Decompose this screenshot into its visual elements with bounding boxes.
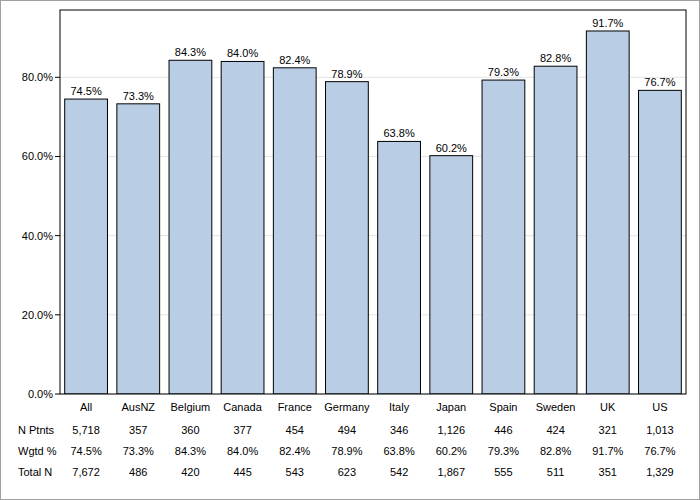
x-tick-label: Belgium: [171, 401, 211, 413]
x-tick-label: Japan: [436, 401, 466, 413]
table-cell: 623: [338, 466, 356, 478]
table-cell: 60.2%: [436, 445, 467, 457]
table-cell: 445: [233, 466, 251, 478]
tick-mark: [55, 77, 60, 78]
x-tick-label: US: [652, 401, 667, 413]
table-cell: 1,867: [437, 466, 465, 478]
table-cell: 82.4%: [279, 445, 310, 457]
data-label: 76.7%: [644, 76, 675, 88]
table-cell: 82.8%: [540, 445, 571, 457]
data-label: 63.8%: [383, 127, 414, 139]
data-label: 73.3%: [123, 90, 154, 102]
bar: [117, 104, 160, 394]
tick-mark: [55, 235, 60, 236]
bar: [65, 99, 108, 394]
x-tick-label: UK: [600, 401, 616, 413]
table-cell: 7,672: [72, 466, 100, 478]
x-tick-label: Sweden: [536, 401, 576, 413]
plot-frame: [60, 10, 686, 394]
table-cell: 424: [546, 424, 564, 436]
table-cell: 5,718: [72, 424, 100, 436]
table-row-label: Total N: [18, 466, 52, 478]
table-cell: 1,126: [437, 424, 465, 436]
table-cell: 555: [494, 466, 512, 478]
table-cell: 543: [286, 466, 304, 478]
table-cell: 486: [129, 466, 147, 478]
bar: [221, 61, 264, 394]
y-tick-label: 20.0%: [22, 309, 53, 321]
table-cell: 511: [547, 466, 565, 478]
table-cell: 1,329: [646, 466, 674, 478]
bar: [378, 141, 421, 394]
data-label: 60.2%: [436, 142, 467, 154]
table-cell: 74.5%: [70, 445, 101, 457]
table-cell: 494: [338, 424, 356, 436]
data-label: 74.5%: [70, 85, 101, 97]
x-tick-label: Germany: [324, 401, 370, 413]
table-cell: 377: [233, 424, 251, 436]
bar: [534, 66, 577, 394]
x-tick-label: Spain: [489, 401, 517, 413]
table-cell: 1,013: [646, 424, 674, 436]
x-tick-label: Canada: [223, 401, 262, 413]
tick-mark: [55, 156, 60, 157]
table-cell: 321: [599, 424, 617, 436]
tick-mark: [55, 394, 60, 395]
bar: [326, 82, 369, 394]
x-tick-label: AusNZ: [121, 401, 155, 413]
table-cell: 357: [129, 424, 147, 436]
table-cell: 346: [390, 424, 408, 436]
x-tick-label: All: [80, 401, 92, 413]
data-label: 84.3%: [175, 46, 206, 58]
bar: [639, 90, 682, 394]
table-row-label: Wgtd %: [18, 445, 57, 457]
data-label: 78.9%: [331, 68, 362, 80]
bar: [169, 60, 212, 394]
table-cell: 84.0%: [227, 445, 258, 457]
table-cell: 73.3%: [123, 445, 154, 457]
y-tick-label: 0.0%: [28, 388, 53, 400]
table-cell: 91.7%: [592, 445, 623, 457]
y-tick-label: 60.0%: [22, 150, 53, 162]
data-label: 84.0%: [227, 47, 258, 59]
background: [1, 1, 700, 500]
table-cell: 542: [390, 466, 408, 478]
table-cell: 454: [286, 424, 304, 436]
data-label: 82.8%: [540, 52, 571, 64]
table-cell: 76.7%: [644, 445, 675, 457]
bar: [430, 156, 473, 394]
table-cell: 360: [181, 424, 199, 436]
bar: [586, 31, 629, 394]
table-cell: 63.8%: [383, 445, 414, 457]
data-label: 82.4%: [279, 54, 310, 66]
data-label: 91.7%: [592, 17, 623, 29]
bars: [65, 31, 682, 394]
y-tick-label: 80.0%: [22, 71, 53, 83]
table-cell: 79.3%: [488, 445, 519, 457]
table-cell: 420: [181, 466, 199, 478]
bar: [273, 68, 316, 394]
chart: 0.0% 20.0% 40.0% 60.0% 80.0% 74.5% All 73.3% Aus…: [0, 0, 700, 500]
table-cell: 351: [599, 466, 617, 478]
table-cell: 78.9%: [331, 445, 362, 457]
data-label: 79.3%: [488, 66, 519, 78]
table-cell: 446: [494, 424, 512, 436]
table-cell: 84.3%: [175, 445, 206, 457]
x-tick-label: Italy: [389, 401, 410, 413]
x-tick-label: France: [278, 401, 312, 413]
table-row-label: N Ptnts: [18, 424, 55, 436]
y-tick-label: 40.0%: [22, 230, 53, 242]
bar: [482, 80, 525, 394]
tick-mark: [55, 314, 60, 315]
